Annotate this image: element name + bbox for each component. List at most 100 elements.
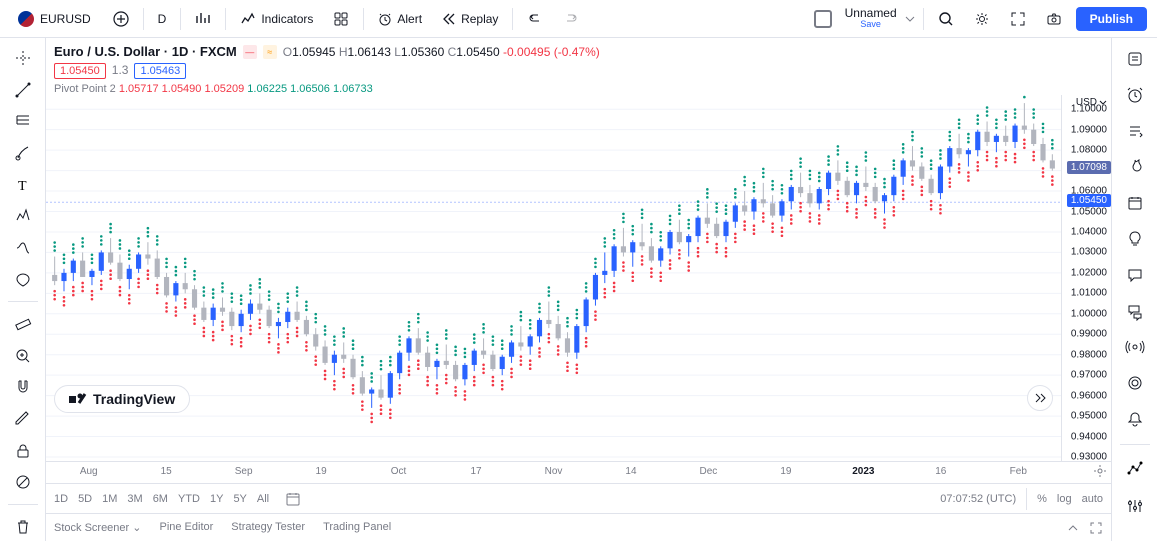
calendar-icon — [285, 491, 301, 507]
goto-date-button[interactable] — [279, 485, 307, 513]
order-icon — [1125, 460, 1145, 480]
watchlist-button[interactable] — [1118, 44, 1152, 74]
chevron-down-icon[interactable] — [905, 14, 915, 24]
magnet-tool[interactable] — [6, 374, 40, 402]
range-YTD[interactable]: YTD — [178, 493, 200, 505]
cross-tool[interactable] — [6, 44, 40, 72]
range-5D[interactable]: 5D — [78, 493, 92, 505]
favorite-tool[interactable] — [6, 266, 40, 294]
chart-legend: Euro / U.S. Dollar · 1D · FXCM — ≈ O1.05… — [46, 38, 1111, 95]
layout-button[interactable] — [809, 5, 837, 33]
gear-icon — [974, 11, 990, 27]
trendline-tool[interactable] — [6, 76, 40, 104]
pattern-tool[interactable] — [6, 202, 40, 230]
clock-readout: 07:07:52 (UTC) — [940, 493, 1016, 505]
object-tree-button[interactable] — [1118, 491, 1152, 521]
indicator-legend[interactable]: Pivot Point 2 1.05717 1.05490 1.05209 1.… — [54, 83, 1103, 95]
dom-icon — [1125, 373, 1145, 393]
ideas-button[interactable] — [1118, 224, 1152, 254]
price-chart[interactable] — [46, 95, 1061, 461]
range-6M[interactable]: 6M — [153, 493, 168, 505]
fib-tool[interactable] — [6, 107, 40, 135]
brush-tool[interactable] — [6, 139, 40, 167]
percent-toggle[interactable]: % — [1037, 493, 1047, 505]
chart-style-button[interactable] — [189, 5, 217, 33]
settings-button[interactable] — [968, 5, 996, 33]
left-toolbar: T — [0, 38, 46, 541]
alerts-panel-button[interactable] — [1118, 80, 1152, 110]
search-icon — [938, 11, 954, 27]
chat-button[interactable] — [1118, 260, 1152, 290]
notifications-button[interactable] — [1118, 404, 1152, 434]
flame-button[interactable] — [1118, 152, 1152, 182]
chat-icon — [1125, 265, 1145, 285]
fullscreen-button[interactable] — [1004, 5, 1032, 33]
order-panel-button[interactable] — [1118, 455, 1152, 485]
range-1M[interactable]: 1M — [102, 493, 117, 505]
flame-icon — [1125, 157, 1145, 177]
gear-icon — [1093, 464, 1107, 478]
range-5Y[interactable]: 5Y — [233, 493, 246, 505]
replay-button[interactable]: Replay — [436, 5, 504, 33]
price-axis[interactable]: USD 1.100001.090001.080001.070001.060001… — [1061, 95, 1111, 461]
text-tool[interactable]: T — [6, 171, 40, 199]
range-1Y[interactable]: 1Y — [210, 493, 223, 505]
range-1D[interactable]: 1D — [54, 493, 68, 505]
hotlist-button[interactable] — [1118, 116, 1152, 146]
sliders-icon — [1125, 496, 1145, 516]
watchlist-icon — [1125, 49, 1145, 69]
alarm-icon — [1125, 85, 1145, 105]
symbol-selector[interactable]: EURUSD — [10, 8, 99, 30]
lock-tool[interactable] — [6, 437, 40, 465]
maximize-panels-icon[interactable] — [1089, 521, 1103, 535]
dom-button[interactable] — [1118, 368, 1152, 398]
publish-button[interactable]: Publish — [1076, 7, 1147, 31]
drawing-mode-tool[interactable] — [6, 405, 40, 433]
bottom-tab[interactable]: Pine Editor — [159, 521, 213, 534]
eurusd-flag-icon — [18, 11, 34, 27]
search-button[interactable] — [932, 5, 960, 33]
add-symbol-button[interactable] — [107, 5, 135, 33]
private-chat-button[interactable] — [1118, 296, 1152, 326]
trash-tool[interactable] — [6, 513, 40, 541]
ruler-tool[interactable] — [6, 310, 40, 338]
redo-button[interactable] — [557, 5, 585, 33]
log-toggle[interactable]: log — [1057, 493, 1072, 505]
range-All[interactable]: All — [257, 493, 269, 505]
bottom-tab[interactable]: Stock Screener ⌄ — [54, 521, 141, 534]
collapse-panels-icon[interactable] — [1067, 522, 1079, 534]
calendar-button[interactable] — [1118, 188, 1152, 218]
interval-selector[interactable]: D — [152, 5, 173, 33]
stream-button[interactable] — [1118, 332, 1152, 362]
data-badge-icon: ≈ — [263, 45, 277, 59]
axis-settings-button[interactable] — [1093, 464, 1107, 478]
broadcast-icon — [1125, 337, 1145, 357]
alert-button[interactable]: Alert — [372, 5, 428, 33]
private-chat-icon — [1125, 301, 1145, 321]
goto-latest-button[interactable] — [1027, 385, 1053, 411]
undo-button[interactable] — [521, 5, 549, 33]
templates-button[interactable] — [327, 5, 355, 33]
camera-icon — [1046, 11, 1062, 27]
svg-text:T: T — [18, 179, 27, 194]
forecast-tool[interactable] — [6, 234, 40, 262]
tradingview-logo[interactable]: TradingView — [54, 385, 190, 413]
chart-pane: Euro / U.S. Dollar · 1D · FXCM — ≈ O1.05… — [46, 38, 1111, 541]
delay-badge-icon: — — [243, 45, 257, 59]
symbol-text: EURUSD — [40, 12, 91, 26]
layout-name-button[interactable]: Unnamed Save — [845, 7, 897, 30]
bottom-tab[interactable]: Strategy Tester — [231, 521, 305, 534]
right-toolbar — [1111, 38, 1157, 541]
bottom-tab[interactable]: Trading Panel — [323, 521, 391, 534]
auto-toggle[interactable]: auto — [1082, 493, 1103, 505]
chart-title[interactable]: Euro / U.S. Dollar · 1D · FXCM — [54, 44, 237, 59]
hide-tool[interactable] — [6, 469, 40, 497]
indicators-icon — [240, 11, 256, 27]
replay-icon — [442, 12, 456, 26]
range-3M[interactable]: 3M — [127, 493, 142, 505]
spread-value: 1.3 — [112, 63, 129, 79]
zoom-tool[interactable] — [6, 342, 40, 370]
time-axis[interactable]: Aug15Sep19Oct17Nov14Dec19202316Feb — [46, 461, 1111, 483]
indicators-button[interactable]: Indicators — [234, 5, 319, 33]
snapshot-button[interactable] — [1040, 5, 1068, 33]
